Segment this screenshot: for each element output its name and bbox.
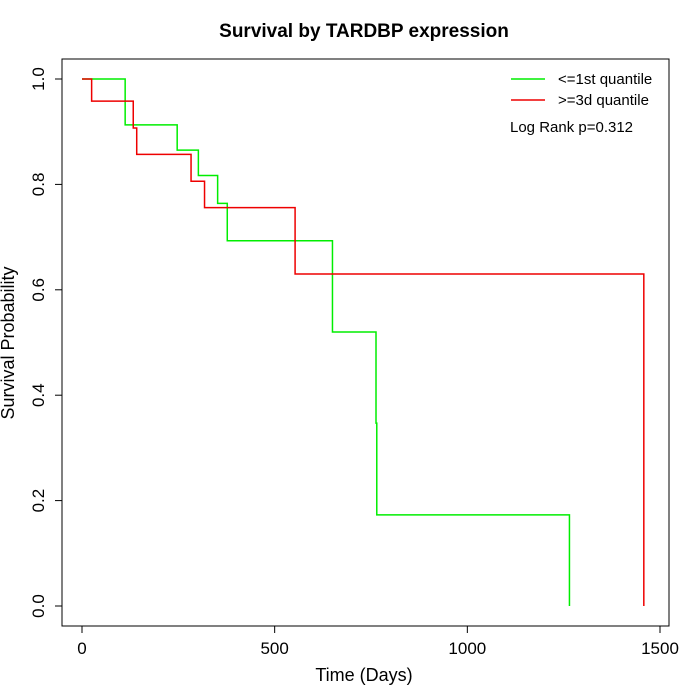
y-axis: 0.0 0.2 0.4 0.6 0.8 1.0 [29,67,63,618]
legend-label-1: <=1st quantile [558,71,652,88]
x-tick-label: 1000 [448,639,486,658]
legend-label-2: >=3d quantile [558,92,649,109]
y-tick-label: 0.4 [29,383,48,407]
y-axis-label: Survival Probability [0,266,18,419]
y-tick-label: 0.6 [29,278,48,302]
y-tick-label: 0.0 [29,594,48,618]
series-layer [82,78,645,606]
chart-title: Survival by TARDBP expression [219,21,509,42]
legend: <=1st quantile >=3d quantile [511,71,652,109]
x-tick-label: 0 [77,639,86,658]
y-tick-label: 0.2 [29,489,48,513]
x-tick-label: 500 [260,639,288,658]
y-tick-label: 0.8 [29,173,48,197]
x-axis-label: Time (Days) [315,665,412,685]
x-tick-label: 1500 [641,639,679,658]
log-rank-annotation: Log Rank p=0.312 [510,119,633,136]
series-line-1 [82,78,571,606]
y-tick-label: 1.0 [29,67,48,91]
series-line-2 [82,78,645,606]
x-axis: 0 500 1000 1500 [77,625,679,658]
